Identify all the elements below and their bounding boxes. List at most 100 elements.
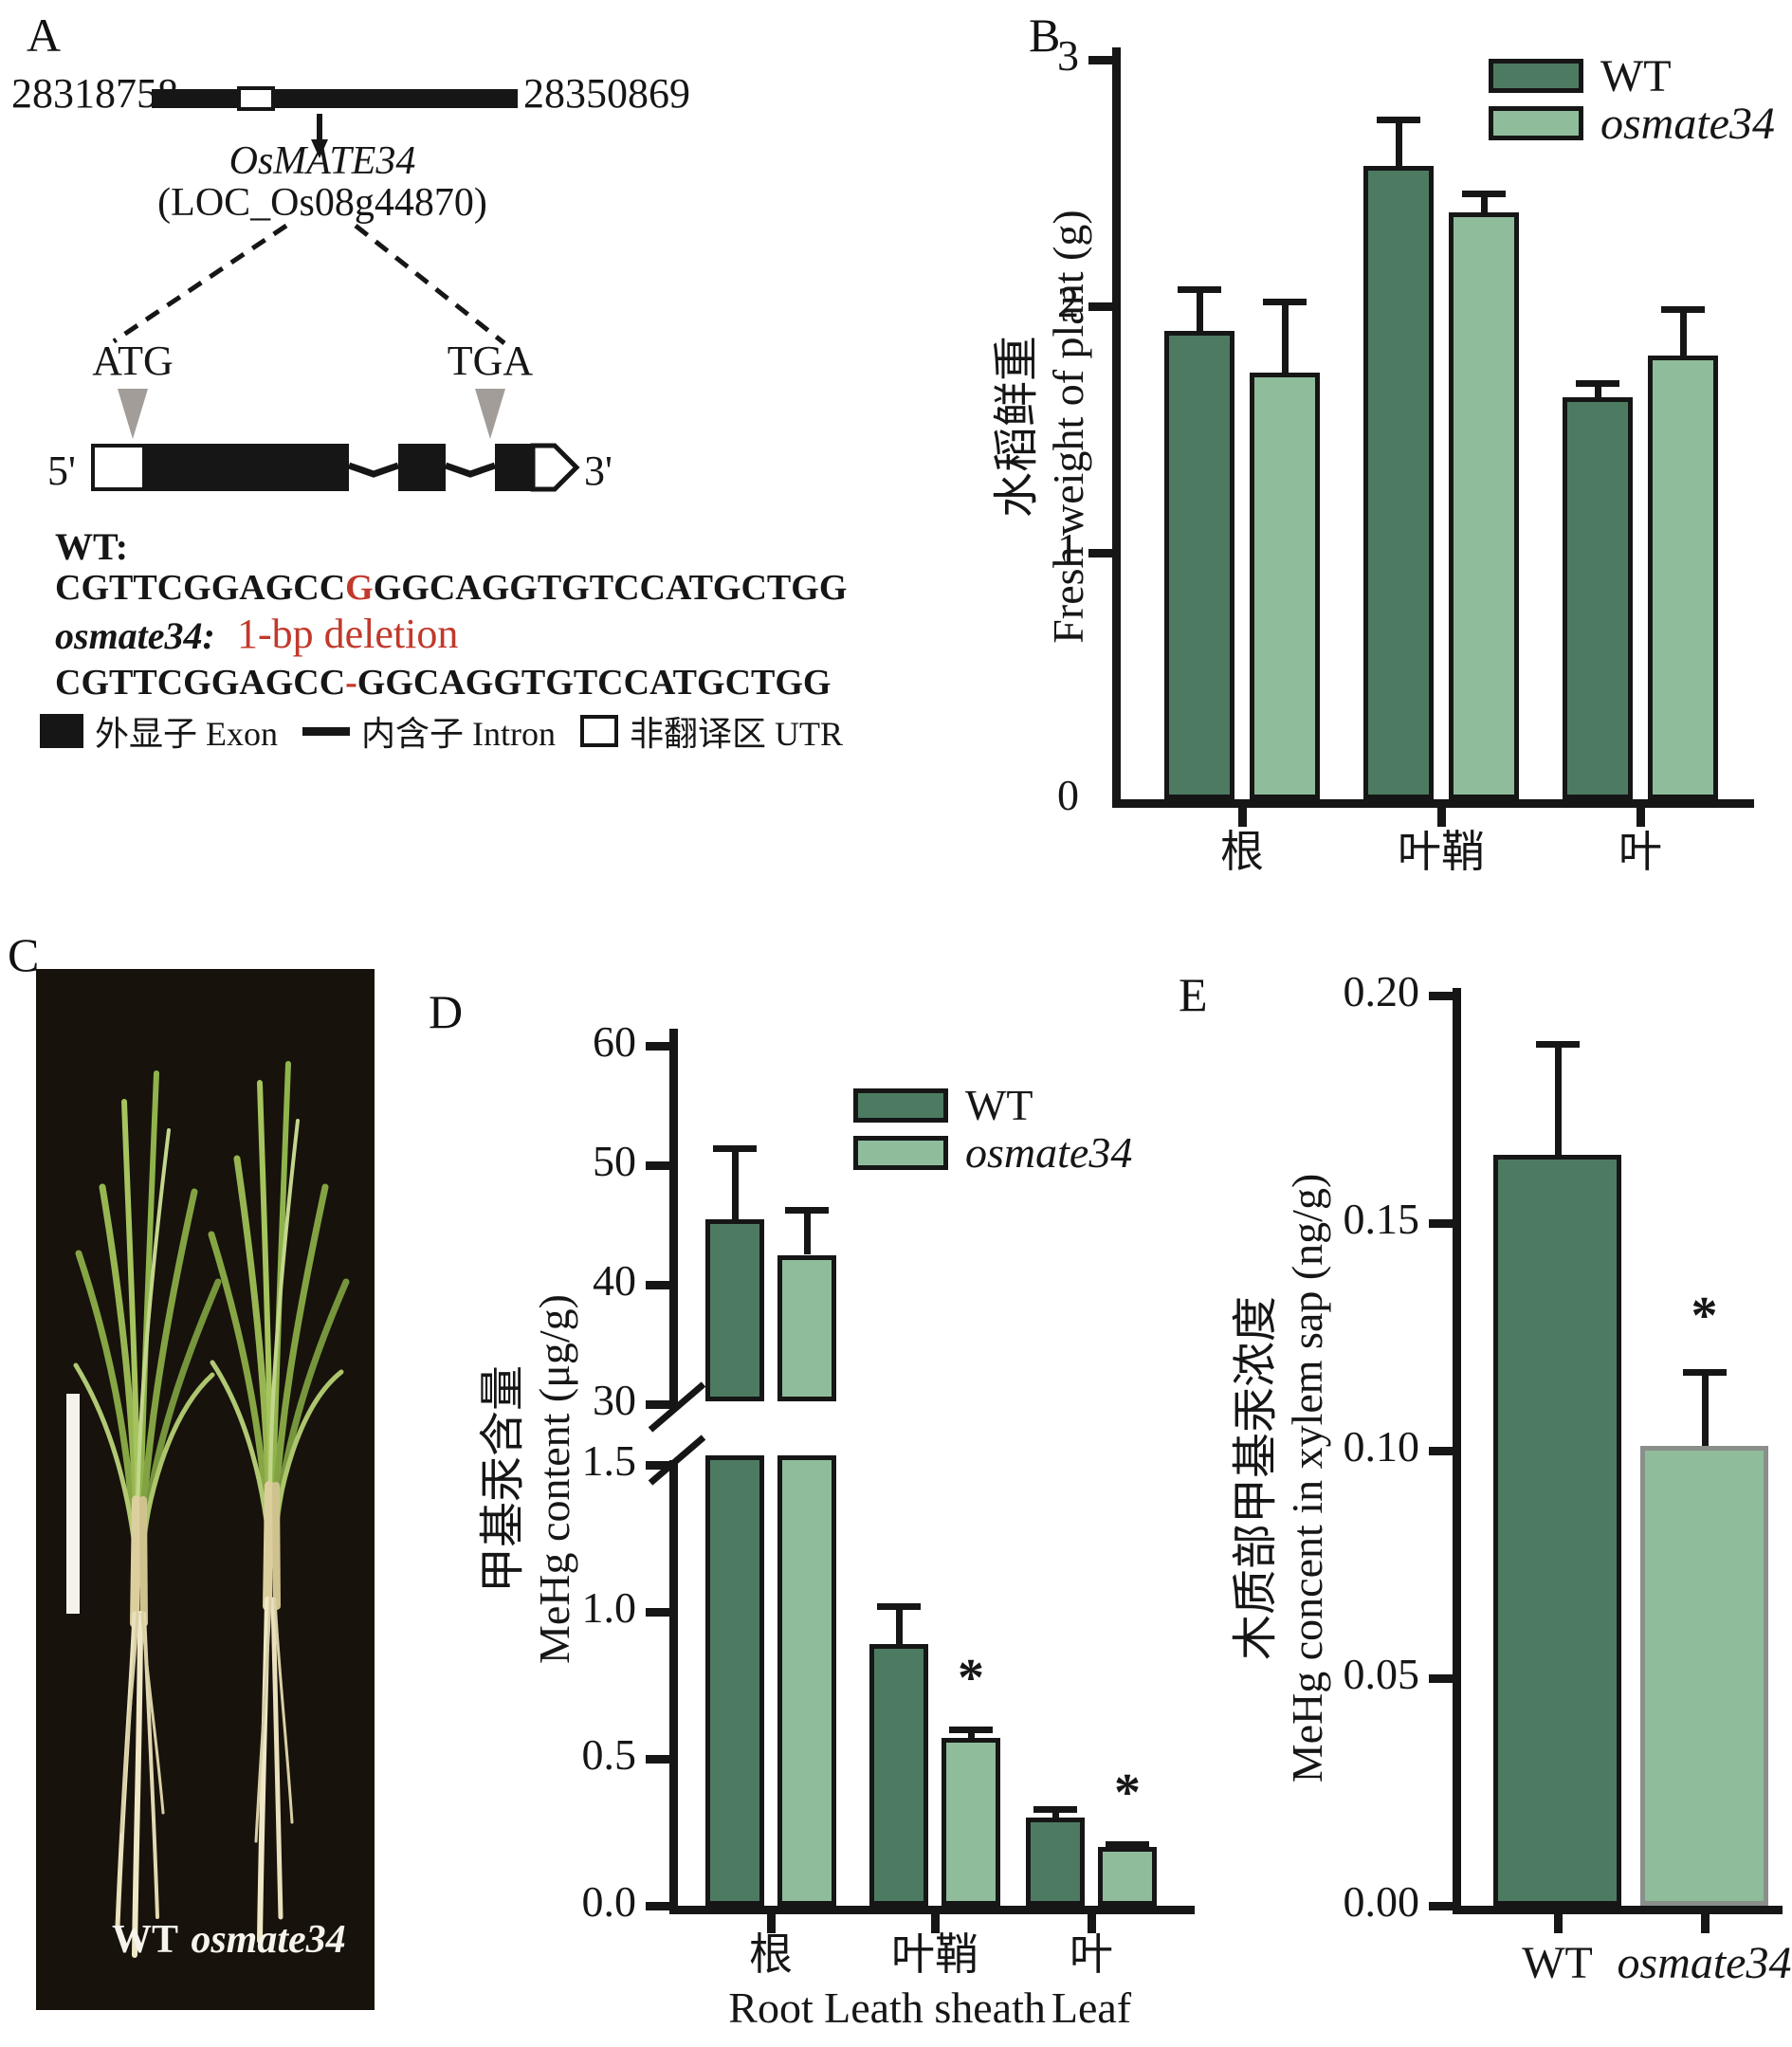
mut-seq-post: GGCAGGTGTCCATGCTGG: [357, 663, 832, 703]
e-y-tick: [1429, 1447, 1453, 1455]
wt-seq-label: WT:: [55, 525, 129, 568]
b-x-tick-label: 叶鞘: [1398, 828, 1485, 876]
error-bar-stem: [1595, 380, 1601, 398]
d-x-tick: [931, 1914, 940, 1933]
panel-b-y-title-zh: 水稻鲜重: [992, 336, 1042, 519]
wt-seq-highlight-base: G: [345, 568, 374, 608]
d-y-tick: [646, 1902, 669, 1910]
d-x-tick-label-zh: 叶: [1070, 1930, 1113, 1979]
d-x-axis: [669, 1906, 1195, 1914]
panel-e-y-axis-title: 木质部甲基汞浓度 MeHg concent in xylem sap (ng/g…: [1231, 1028, 1333, 1928]
gene-name: OsMATE34: [229, 139, 416, 183]
error-bar-stem: [1701, 1368, 1709, 1447]
osmate34-plant: [208, 1061, 350, 1944]
d-y-tick-label: 50: [593, 1137, 636, 1185]
b-bar-osmate34-1: [1449, 212, 1519, 799]
b-y-tick: [1088, 56, 1112, 64]
b-bar-osmate34-2: [1648, 356, 1718, 799]
panel-e-y-title-en: MeHg concent in xylem sap (ng/g): [1283, 1173, 1331, 1783]
b-x-tick: [1637, 808, 1645, 827]
d-bar-osmate34-0-lower: [777, 1455, 836, 1906]
chrom-end-coordinate: 28350869: [523, 70, 690, 117]
chrom-start-coordinate: 28318758: [11, 70, 178, 117]
exon-box-1: [146, 444, 349, 491]
gene-structure-legend: 外显子 Exon 内含子 Intron 非翻译区 UTR: [40, 709, 843, 753]
error-bar-stem: [1282, 299, 1289, 374]
d-y-tick-label: 30: [593, 1376, 636, 1424]
d-y-tick: [646, 1161, 669, 1170]
three-prime-label: 3': [584, 448, 613, 494]
error-bar-stem: [1554, 1041, 1562, 1155]
d-x-tick: [1088, 1914, 1096, 1933]
b-x-tick-label: 叶: [1618, 828, 1662, 876]
d-x-tick-label-en: Leath sheath: [824, 1983, 1046, 2032]
panel-c-label: C: [8, 928, 40, 981]
atg-label: ATG: [92, 338, 174, 384]
chromosome-utr-box: [237, 86, 275, 111]
d-y-tick: [646, 1042, 669, 1051]
e-y-tick: [1429, 1902, 1453, 1910]
panel-d-label: D: [429, 985, 464, 1038]
deletion-note: 1-bp deletion: [237, 611, 459, 657]
e-x-tick: [1553, 1914, 1563, 1933]
error-bar-stem: [1396, 116, 1402, 166]
e-x-tick-label: WT: [1522, 1938, 1593, 1988]
b-y-tick-label: 2: [1057, 278, 1079, 326]
error-bar-cap: [1033, 1805, 1077, 1813]
e-y-tick-label: 0.05: [1343, 1650, 1420, 1698]
legend-swatch: [1489, 106, 1583, 140]
error-bar-cap: [1377, 116, 1420, 123]
error-bar-stem: [1481, 190, 1488, 213]
legend-swatch: [853, 1088, 948, 1123]
photo-wt-label: WT: [111, 1918, 178, 1962]
e-y-tick-label: 0.20: [1343, 967, 1420, 1015]
utr-legend-label: 非翻译区 UTR: [629, 715, 843, 753]
b-y-tick-label: 0: [1057, 771, 1079, 819]
panel-e-label: E: [1179, 968, 1208, 1021]
d-x-tick: [767, 1914, 776, 1933]
mutant-seq-label: osmate34:: [55, 614, 215, 657]
error-bar-stem: [732, 1144, 739, 1219]
d-y-tick-label: 1.0: [581, 1583, 637, 1632]
d-y-tick: [646, 1608, 669, 1617]
error-bar-stem: [1680, 306, 1687, 356]
legend-swatch: [853, 1136, 948, 1170]
b-y-tick: [1088, 549, 1112, 557]
plant-illustration: [66, 1061, 350, 1958]
wt-seq-pre: CGTTCGGAGCC: [55, 568, 346, 608]
b-x-tick: [1238, 808, 1247, 827]
e-y-tick: [1429, 992, 1453, 1000]
b-y-tick-label: 1: [1057, 524, 1079, 573]
significance-star: *: [958, 1648, 984, 1708]
e-y-tick-label: 0.15: [1343, 1195, 1420, 1243]
atg-triangle-icon: [118, 389, 148, 439]
five-prime-label: 5': [47, 448, 76, 494]
d-bar-osmate34-0-upper: [777, 1254, 836, 1401]
e-y-tick-label: 0.10: [1343, 1422, 1420, 1471]
d-y-axis-upper: [669, 1029, 678, 1409]
tga-triangle-icon: [475, 389, 505, 439]
error-bar-cap: [1462, 190, 1506, 197]
error-bar-cap: [1535, 1041, 1580, 1048]
wt-seq-post: GGCAGGTGTCCATGCTGG: [373, 568, 848, 608]
b-bar-WT-2: [1563, 397, 1633, 799]
d-y-tick-label: 1.5: [581, 1436, 637, 1485]
plant-photo: WT osmate34: [36, 969, 375, 2010]
error-bar-stem: [896, 1602, 903, 1645]
exon-box-3: [495, 444, 533, 491]
error-bar-cap: [1661, 306, 1705, 313]
exon-swatch-icon: [40, 714, 83, 748]
mutant-sequence: CGTTCGGAGCC-GGCAGGTGTCCATGCTGG: [55, 662, 831, 704]
d-bar-osmate34-1: [942, 1738, 1000, 1906]
tga-label: TGA: [447, 338, 534, 384]
error-bar-cap: [713, 1144, 757, 1152]
d-bar-WT-2: [1026, 1818, 1085, 1906]
wt-sequence: CGTTCGGAGCCGGGCAGGTGTCCATGCTGG: [55, 567, 847, 609]
error-bar-cap: [785, 1207, 829, 1215]
dashed-line-right: [354, 224, 506, 345]
intron-line-1: [347, 462, 400, 478]
e-y-tick: [1429, 1219, 1453, 1228]
d-y-tick-label: 0.0: [581, 1877, 637, 1926]
error-bar-cap: [1106, 1840, 1149, 1848]
